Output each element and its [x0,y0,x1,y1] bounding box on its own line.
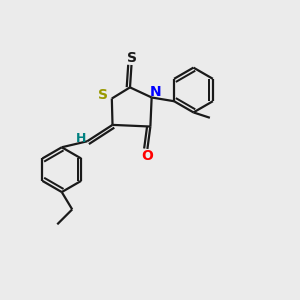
Text: S: S [127,51,137,65]
Text: O: O [141,148,153,163]
Text: H: H [75,132,86,146]
Text: S: S [98,88,109,102]
Text: N: N [149,85,161,99]
